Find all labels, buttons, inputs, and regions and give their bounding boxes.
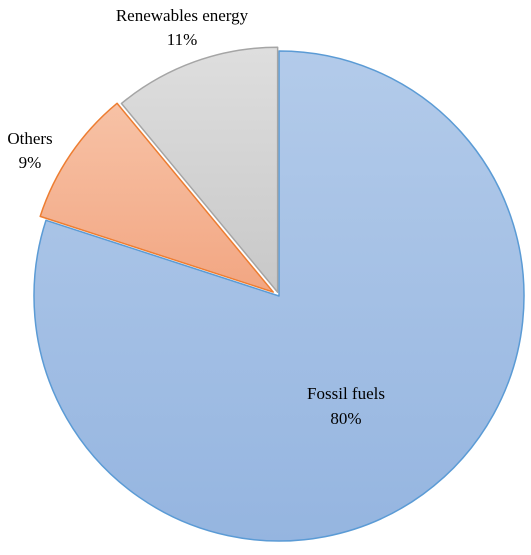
pie-slice-others xyxy=(39,102,274,293)
slice-value-renewables-energy: 11% xyxy=(167,30,198,49)
slice-value-fossil-fuels: 80% xyxy=(330,409,361,428)
slice-label-renewables-energy: Renewables energy xyxy=(116,6,249,25)
slice-label-others: Others xyxy=(7,129,52,148)
pie-slice-fossil-fuels xyxy=(33,50,525,542)
slice-value-others: 9% xyxy=(19,153,42,172)
pie-slice-renewables-energy xyxy=(120,46,279,293)
slice-label-fossil-fuels: Fossil fuels xyxy=(307,384,385,403)
